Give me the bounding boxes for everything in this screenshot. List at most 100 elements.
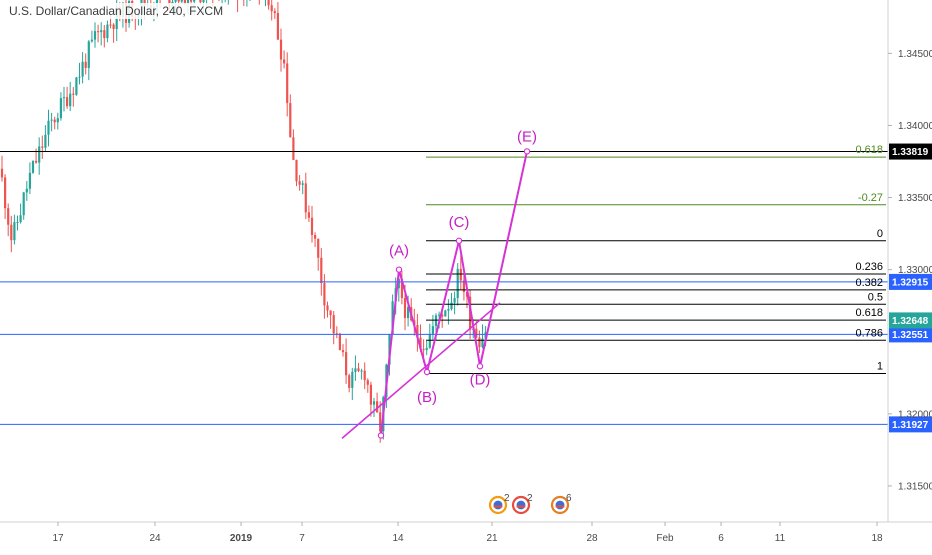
candle-body	[416, 324, 419, 338]
fib-label: 0.618	[855, 144, 883, 156]
price-tag-label: 1.32915	[892, 277, 929, 288]
candle-body	[69, 93, 72, 107]
candle-body	[422, 349, 425, 351]
y-tick-label: 1.33500	[898, 193, 932, 204]
candle-body	[276, 13, 279, 40]
candle-body	[109, 24, 112, 26]
event-badge-count: 6	[566, 493, 572, 504]
candle-body	[360, 370, 363, 372]
fib-label: 0	[877, 228, 883, 240]
candle-body	[44, 134, 47, 148]
candle-body	[50, 119, 53, 121]
candle-body	[301, 183, 304, 185]
candle-body	[283, 59, 286, 64]
candle-body	[326, 305, 329, 311]
candle-body	[10, 224, 13, 241]
candle-body	[270, 5, 273, 12]
current-price-tag	[889, 312, 932, 329]
candle-body	[41, 146, 44, 148]
wave-point	[377, 432, 385, 439]
candle-body	[366, 380, 369, 385]
candle-body	[298, 181, 301, 185]
candle-body	[78, 76, 81, 78]
candle-body	[379, 412, 382, 432]
candle-body	[450, 302, 453, 310]
x-tick-label: 28	[586, 533, 598, 544]
x-tick-label: 24	[149, 533, 161, 544]
candle-body	[106, 24, 109, 39]
candle-body	[348, 375, 351, 388]
price-tag-label: 1.31927	[892, 420, 929, 431]
candle-body	[469, 296, 472, 330]
horizontal-lines: 1.33819 1.32915 1.32551 1.31927 1.32648	[0, 143, 932, 433]
flag-icon	[555, 500, 565, 510]
price-tag	[889, 143, 932, 160]
candle-body	[75, 77, 78, 95]
candle-body	[180, 0, 183, 2]
flag-icon	[493, 500, 503, 510]
candle-body	[273, 11, 276, 14]
candle-body	[397, 278, 400, 289]
x-tick-label: 18	[871, 533, 883, 544]
candle-body	[286, 63, 289, 104]
candle-body	[419, 337, 422, 350]
candle-body	[53, 119, 56, 123]
candle-body	[481, 338, 484, 348]
candle-body	[372, 401, 376, 405]
candle-body	[87, 41, 90, 68]
candle-body	[13, 222, 16, 241]
candle-body	[289, 103, 292, 138]
y-tick-label: 1.34000	[898, 121, 932, 132]
candle-body	[438, 314, 441, 316]
candle-body	[329, 310, 332, 316]
x-tick-label: 17	[52, 533, 64, 544]
candle-body	[310, 217, 314, 236]
candle-body	[25, 188, 28, 193]
candle-body	[19, 215, 22, 223]
candle-body	[7, 208, 10, 225]
candle-body	[56, 118, 59, 123]
candle-body	[391, 301, 394, 335]
candle-body	[407, 307, 410, 318]
price-tag	[889, 326, 932, 343]
candle-body	[400, 278, 403, 299]
candle-body	[81, 61, 84, 77]
price-tag	[889, 273, 932, 290]
candle-body	[100, 30, 103, 33]
wave-point	[523, 148, 531, 155]
candle-body	[304, 183, 307, 213]
wave-label: (E)	[517, 128, 537, 145]
x-tick-label: 21	[486, 533, 498, 544]
candle-body	[428, 333, 431, 348]
fib-label: 0.786	[855, 327, 883, 339]
candle-body	[441, 314, 444, 317]
candle-body	[335, 333, 338, 335]
candle-body	[72, 93, 75, 95]
candle-body	[16, 222, 19, 224]
price-tag	[889, 416, 932, 433]
candle-body	[484, 332, 487, 339]
candle-body	[112, 24, 115, 29]
fib-label: 0.382	[855, 277, 883, 289]
candle-body	[351, 371, 354, 388]
y-tick-label: 1.33000	[898, 265, 932, 276]
candle-body	[202, 0, 205, 3]
candle-body	[403, 298, 407, 318]
price-tag-label: 1.33819	[892, 147, 929, 158]
candle-body	[93, 31, 97, 40]
candle-body	[84, 61, 87, 68]
candle-body	[338, 333, 341, 351]
candle-body	[183, 0, 186, 4]
y-tick-label: 1.34500	[898, 49, 932, 60]
event-badge-count: 2	[504, 493, 510, 504]
event-badges: 2 2 6	[488, 493, 572, 515]
candle-body	[478, 337, 481, 348]
candle-body	[357, 368, 360, 371]
fib-label: 0.618	[855, 307, 883, 319]
y-tick-label: 1.32000	[898, 409, 932, 420]
candle-body	[35, 160, 38, 163]
candle-body	[453, 298, 456, 303]
candle-body	[462, 280, 465, 292]
